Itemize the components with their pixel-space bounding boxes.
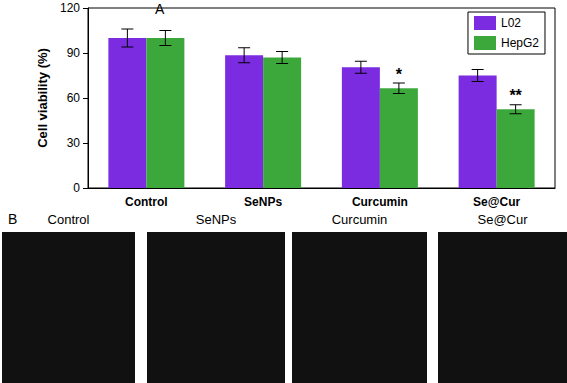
- svg-text:L02: L02: [501, 16, 521, 30]
- svg-text:90: 90: [67, 46, 81, 60]
- svg-text:Cell viability (%): Cell viability (%): [35, 48, 50, 148]
- svg-text:A: A: [155, 1, 165, 17]
- svg-text:B: B: [8, 211, 17, 227]
- svg-text:Control: Control: [48, 212, 90, 227]
- svg-text:30: 30: [67, 136, 81, 150]
- svg-text:60: 60: [67, 91, 81, 105]
- svg-text:Se@Cur: Se@Cur: [477, 212, 528, 227]
- svg-text:0: 0: [73, 181, 80, 195]
- svg-text:Se@Cur: Se@Cur: [473, 195, 520, 209]
- svg-text:*: *: [396, 66, 403, 83]
- svg-text:Curcumin: Curcumin: [332, 212, 388, 227]
- svg-text:SeNPs: SeNPs: [244, 195, 282, 209]
- svg-text:HepG2: HepG2: [501, 36, 539, 50]
- svg-text:Curcumin: Curcumin: [352, 195, 408, 209]
- svg-text:120: 120: [60, 1, 80, 15]
- svg-text:SeNPs: SeNPs: [196, 212, 237, 227]
- svg-text:Control: Control: [125, 195, 168, 209]
- svg-text:**: **: [509, 87, 522, 104]
